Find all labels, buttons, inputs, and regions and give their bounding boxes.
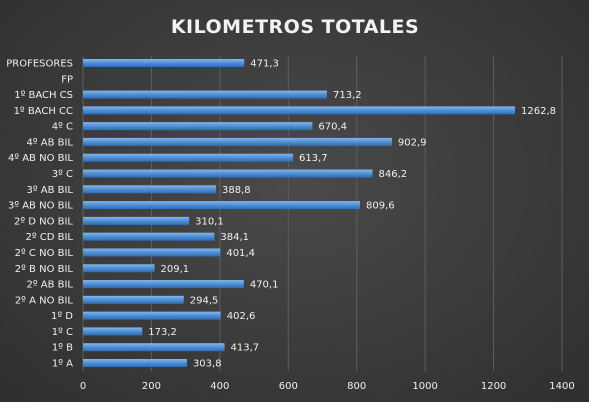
value-label: 902,9 [398,137,427,148]
category-label: 1º A [52,359,73,370]
value-label: 670,4 [318,122,347,133]
bar [83,153,293,162]
category-label: 2º B NO BIL [15,264,74,275]
bar [83,122,313,131]
value-label: 471,3 [250,59,279,70]
value-label: 173,2 [148,327,177,338]
value-label: 401,4 [226,248,255,259]
bar [83,280,244,289]
x-tick-label: 400 [210,381,229,392]
bars [83,59,516,367]
category-label: 4º C [52,122,73,133]
value-label: 1262,8 [521,106,556,117]
value-label: 294,5 [190,295,219,306]
value-label: 413,7 [231,343,260,354]
category-label: 2º D NO BIL [14,216,73,227]
category-label: 1º D [51,311,73,322]
bar [83,359,187,367]
value-label: 809,6 [366,201,395,212]
value-label: 384,1 [220,232,249,243]
bar [83,327,143,336]
x-tick-label: 600 [279,381,298,392]
category-label: 1º B [52,343,73,354]
labels: 0 200 400 600 800 1000 1200 1400 PROFESORES 471,3… [6,59,574,393]
value-label: 209,1 [161,264,190,275]
category-label: 3º AB BIL [26,185,73,196]
x-tick-label: 1200 [481,381,506,392]
category-label: 3º AB NO BIL [8,201,73,212]
chart-title: KILOMETROS TOTALES [171,16,419,38]
bar [83,137,392,146]
grid-lines [82,56,563,371]
category-label: 2º CD BIL [26,232,74,243]
value-label: 470,1 [250,280,279,291]
value-label: 388,8 [222,185,251,196]
bar [83,59,245,67]
x-tick-label: 200 [142,381,161,392]
value-label: 402,6 [227,311,256,322]
category-label: PROFESORES [6,59,73,70]
category-label: 2º C NO BIL [15,248,74,259]
bar [83,264,155,273]
category-label: 1º BACH CC [14,106,73,117]
category-label: 4º AB BIL [26,137,73,148]
value-label: 303,8 [193,359,222,370]
bar [83,248,221,257]
category-label: 1º BACH CS [14,90,73,101]
category-label: 4º AB NO BIL [8,153,73,164]
value-label: 846,2 [379,169,408,180]
category-label: FP [61,74,73,85]
bar [83,216,190,225]
category-label: 2º AB BIL [26,280,73,291]
x-tick-label: 0 [80,381,86,392]
bar [83,232,215,241]
bar [83,311,221,320]
bar [83,106,516,115]
value-label: 310,1 [195,216,224,227]
value-label: 613,7 [299,153,328,164]
category-label: 3º C [52,169,73,180]
category-label: 2º A NO BIL [15,295,74,306]
x-tick-label: 800 [347,381,366,392]
bar [83,90,328,99]
bar [83,169,373,178]
bar [83,185,217,194]
bar [83,201,360,210]
x-tick-label: 1000 [412,381,437,392]
value-label: 713,2 [333,90,362,101]
bar [83,295,184,304]
x-tick-label: 1400 [549,381,574,392]
bar [83,343,225,352]
category-label: 1º C [52,327,73,338]
